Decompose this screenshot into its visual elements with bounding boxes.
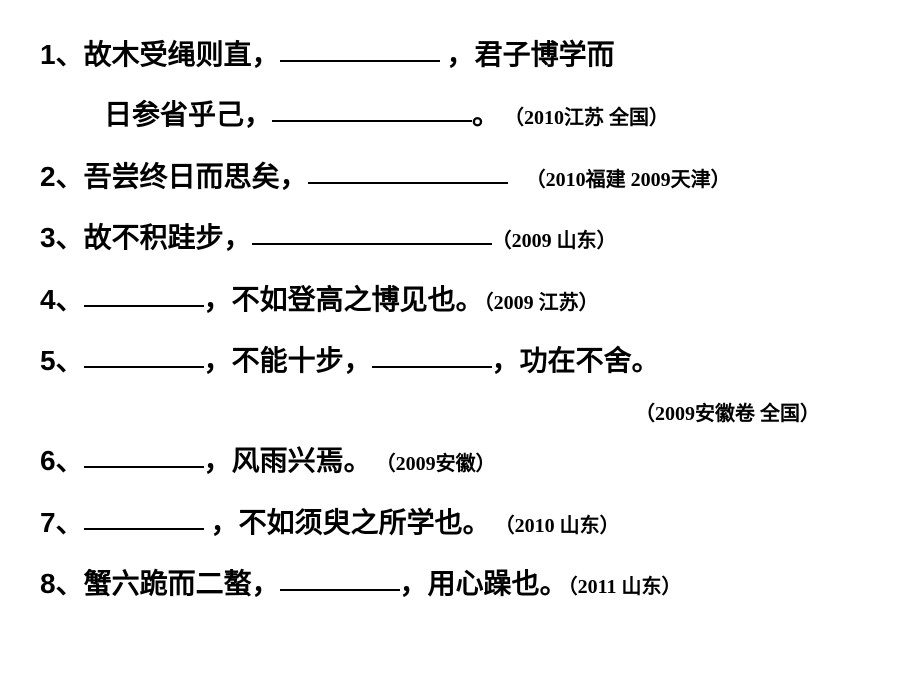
q5-number: 5、	[40, 345, 84, 376]
question-8: 8、蟹六跪而二螯， ，用心躁也。（2011 山东）	[40, 559, 880, 610]
q6-blank-1	[84, 438, 204, 468]
q3-source: （2009 山东）	[492, 230, 617, 252]
q8-blank-1	[280, 561, 400, 591]
q4-number: 4、	[40, 284, 84, 315]
q2-number: 2、	[40, 161, 84, 192]
q8-text-b: ，用心躁也。	[400, 569, 568, 600]
q5-blank-2	[372, 338, 492, 368]
q5-blank-1	[84, 338, 204, 368]
q7-number: 7、	[40, 507, 84, 538]
q1-source: （2010江苏 全国）	[514, 107, 669, 129]
question-6: 6、 ，风雨兴焉。 （2009安徽）	[40, 436, 880, 487]
q1-text-b: ，君子博学而	[440, 40, 615, 71]
q2-text-a: 吾尝终日而思矣，	[84, 162, 308, 193]
question-3: 3、故不积跬步， （2009 山东）	[40, 213, 880, 264]
question-4: 4、 ，不如登高之博见也。（2009 江苏）	[40, 275, 880, 326]
q2-source: （2010福建 2009天津）	[536, 169, 731, 191]
q4-source: （2009 江苏）	[484, 292, 599, 314]
q3-number: 3、	[40, 222, 84, 253]
q8-source: （2011 山东）	[568, 576, 682, 598]
q7-source: （2010 山东）	[505, 515, 620, 537]
question-5-source-line: （2009安徽卷 全国）	[40, 397, 880, 426]
q8-text-a: 蟹六跪而二螯，	[84, 569, 280, 600]
q4-blank-1	[84, 277, 204, 307]
q3-text-a: 故不积跬步，	[84, 223, 252, 254]
question-7: 7、 ，不如须臾之所学也。 （2010 山东）	[40, 498, 880, 549]
q2-blank-1	[308, 154, 508, 184]
question-1-line-2: 日参省乎己， 。 （2010江苏 全国）	[40, 91, 880, 141]
q3-blank-1	[252, 215, 492, 245]
q7-blank-1	[84, 500, 204, 530]
q1-number: 1、	[40, 39, 84, 70]
q8-number: 8、	[40, 568, 84, 599]
q5-source: （2009安徽卷 全国）	[635, 403, 820, 425]
q4-text-a: ，不如登高之博见也。	[204, 285, 484, 316]
question-1-line-1: 1、故木受绳则直， ，君子博学而	[40, 30, 880, 81]
question-2: 2、吾尝终日而思矣， （2010福建 2009天津）	[40, 152, 880, 203]
q1-blank-2	[272, 92, 472, 122]
q6-text-a: ，风雨兴焉。	[204, 446, 358, 477]
q5-text-b: ，功在不舍。	[492, 346, 660, 377]
q1-text-c: 日参省乎己，	[104, 100, 272, 131]
q1-text-a: 故木受绳则直，	[84, 40, 280, 71]
question-5: 5、 ，不能十步， ，功在不舍。	[40, 336, 880, 387]
q6-source: （2009安徽）	[386, 453, 496, 475]
q1-blank-1	[280, 32, 440, 62]
q7-text-a: ，不如须臾之所学也。	[204, 508, 477, 539]
q6-number: 6、	[40, 445, 84, 476]
q1-text-d: 。	[472, 100, 486, 131]
q5-text-a: ，不能十步，	[204, 346, 372, 377]
